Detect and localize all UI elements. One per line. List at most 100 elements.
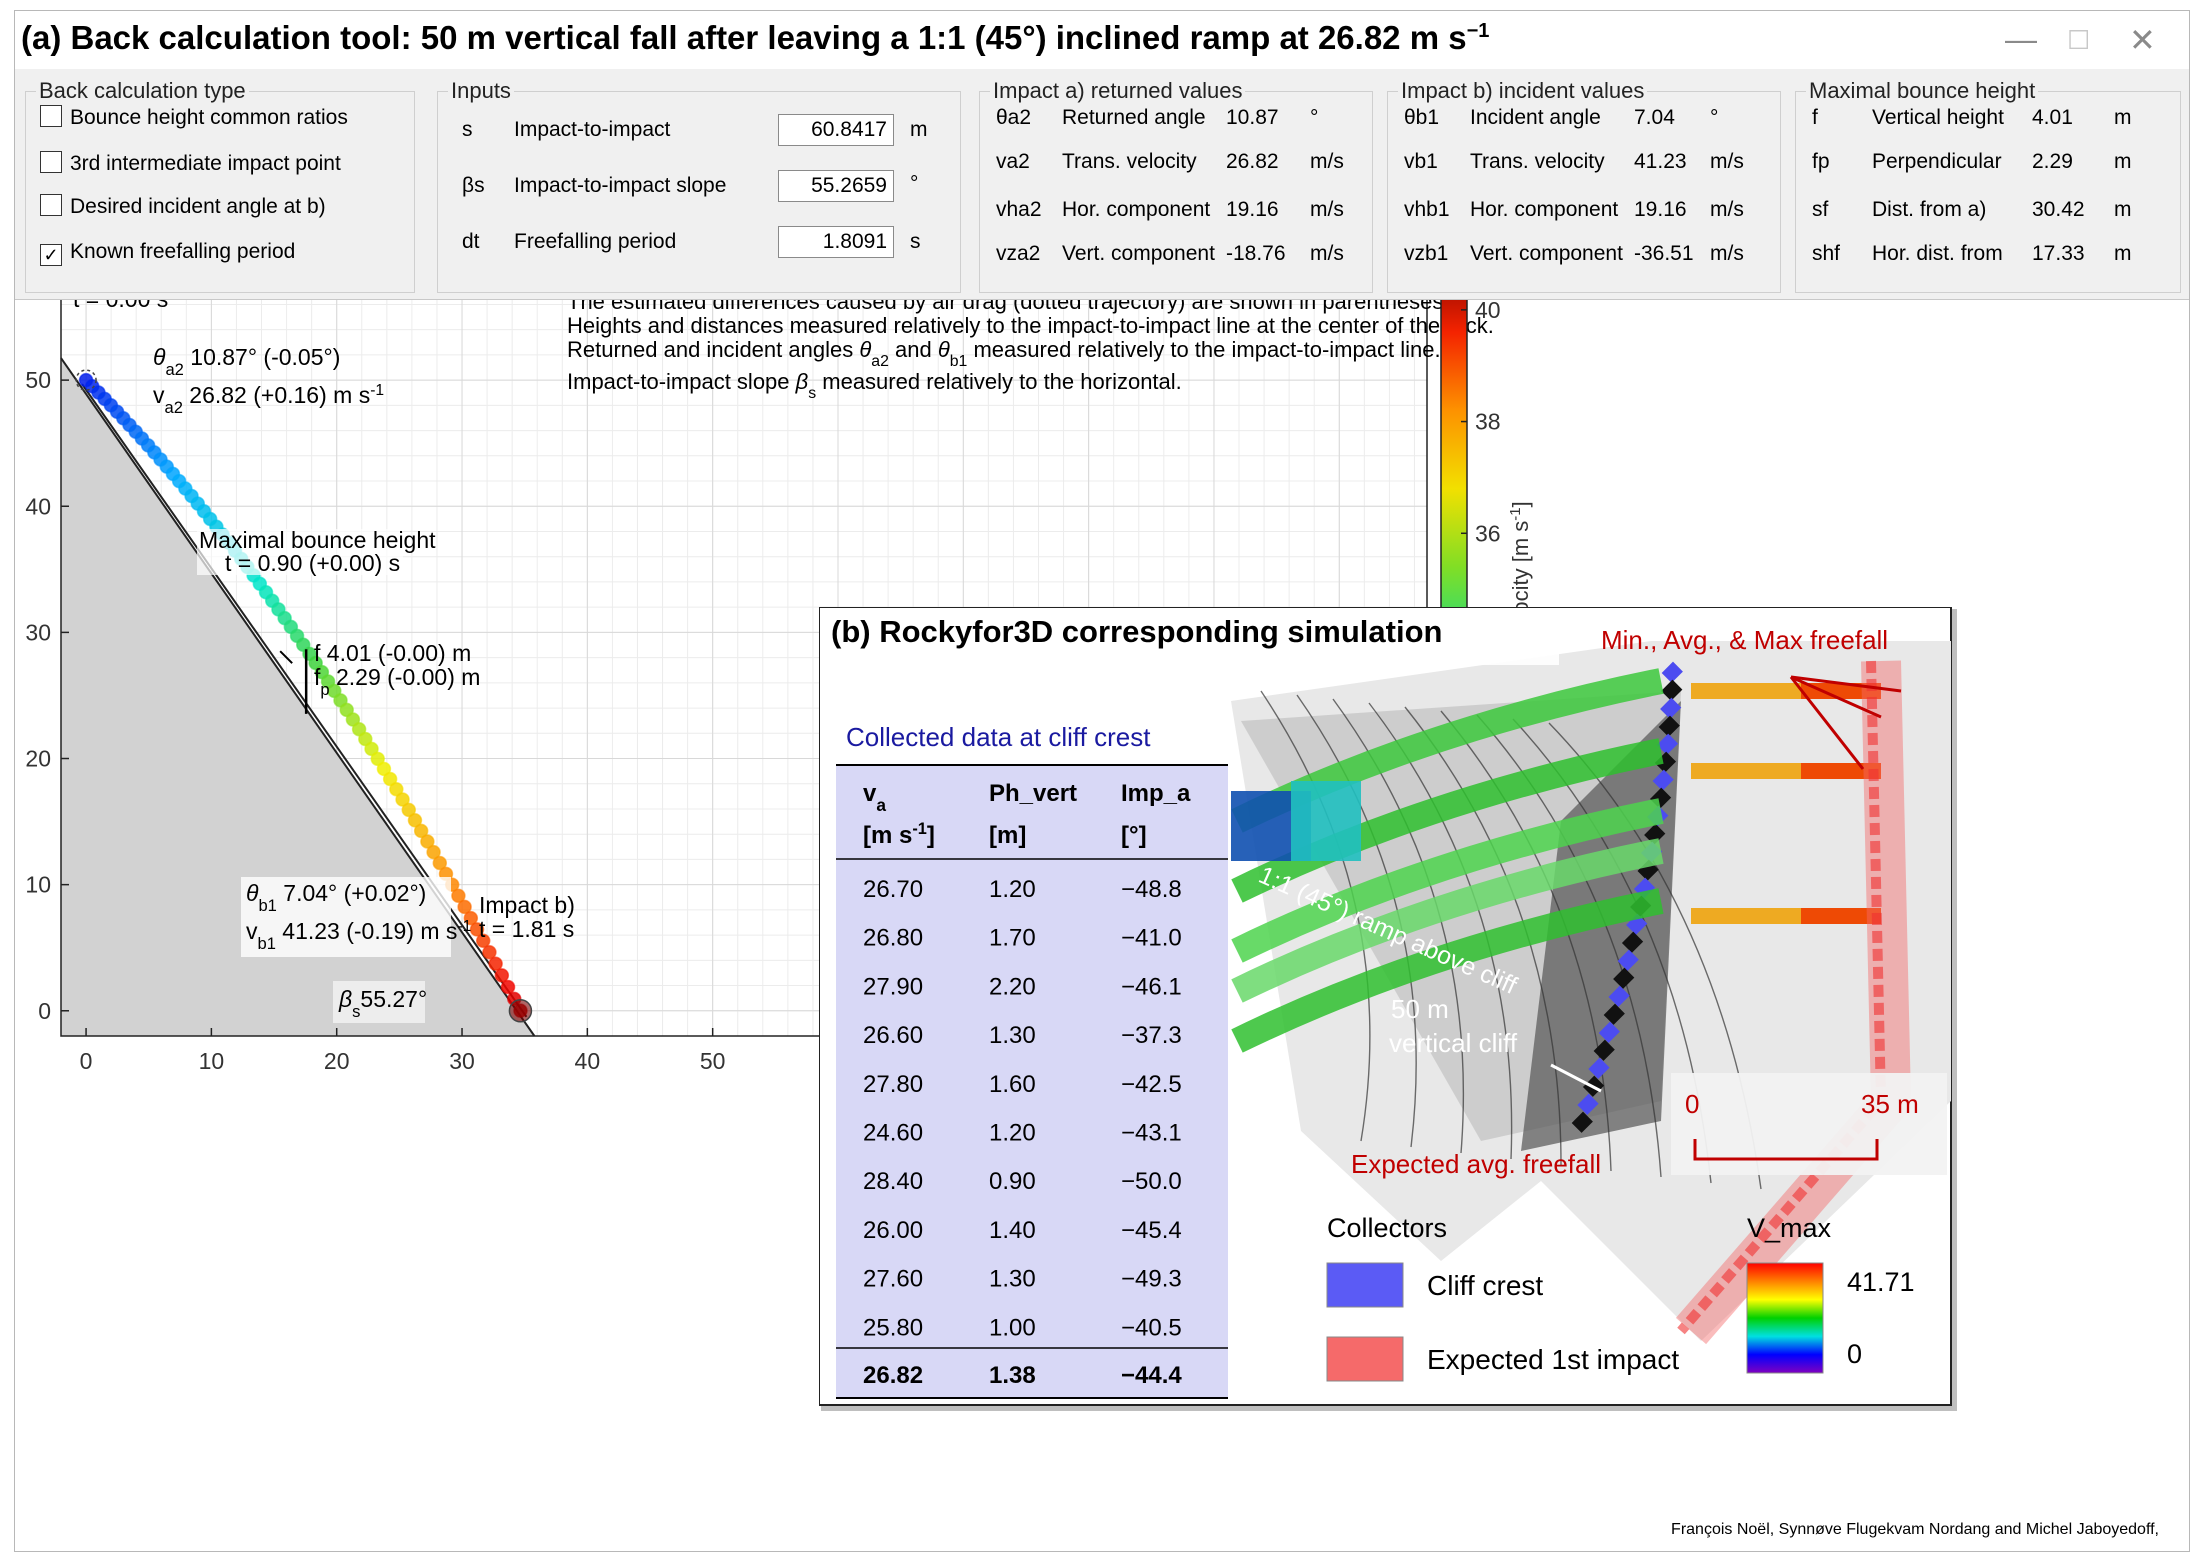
checkbox-label: 3rd intermediate impact point [70, 152, 341, 175]
checkbox-freefalling-period[interactable]: ✓ Known freefalling period [40, 240, 295, 266]
table-header-va-unit-part: ] [927, 822, 935, 849]
table-cell: 26.80 [863, 925, 923, 952]
theta-a2-label-part: 10.87° (-0.05°) [184, 344, 340, 370]
plot-note-slope-part: Impact-to-impact slope [567, 369, 796, 394]
checkbox-box[interactable] [40, 105, 62, 127]
trajectory-point [389, 781, 404, 797]
impact-b-group: Impact b) incident values θb1 Incident an… [1387, 78, 1781, 293]
table-cell: −46.1 [1121, 973, 1182, 1000]
cliff-crest-cell [1577, 1093, 1599, 1115]
impact-distance-input[interactable]: 60.8417 [778, 114, 894, 146]
impact-a-value: 10.87 [1226, 106, 1279, 129]
table-cell: 2.20 [989, 973, 1036, 1000]
impact-slope-input[interactable]: 55.2659 [778, 170, 894, 202]
theta-a2-label: θa2 10.87° (-0.05°) [153, 344, 340, 379]
table-cell: −45.4 [1121, 1217, 1182, 1244]
cliff-crest-cell [1656, 733, 1679, 755]
colorbar-tick-label: 36 [1475, 520, 1501, 546]
y-tick-label: 0 [38, 998, 51, 1024]
input-sym: dt [462, 230, 480, 253]
colorbar-tick-label: 40 [1475, 300, 1501, 323]
calc-type-title: Back calculation type [36, 78, 249, 104]
table-cell: 27.60 [863, 1266, 923, 1293]
impact-a-time: t = 0.00 s [73, 300, 168, 312]
beta-s-label-part: β [338, 986, 352, 1012]
impact-b-label-bg [241, 877, 451, 957]
trajectory-point [469, 922, 485, 937]
plot-note-angles: Returned and incident angles θa2 and θb1… [567, 337, 1441, 370]
app-window: (a) Back calculation tool: 50 m vertical… [14, 10, 2190, 1552]
table-header-imp: Imp_a [1121, 780, 1191, 807]
trajectory-stream [1231, 838, 1664, 1003]
table-cell: −49.3 [1121, 1266, 1182, 1293]
table-cell: 1.70 [989, 925, 1036, 952]
checkbox-box[interactable] [40, 151, 62, 173]
table-cell: −50.0 [1121, 1168, 1182, 1195]
cliff-crest-cell [1654, 751, 1677, 773]
impact-a-label: Trans. velocity [1062, 150, 1197, 173]
checkbox-box[interactable]: ✓ [40, 244, 62, 266]
cliff-crest-cell [1621, 931, 1644, 953]
cliff-crest-cell [1644, 823, 1666, 845]
close-icon[interactable]: ✕ [2129, 22, 2156, 58]
checkbox-label: Known freefalling period [70, 240, 296, 263]
impact-to-impact-line [81, 383, 528, 1018]
trajectory-point [482, 944, 497, 960]
table-cell: −48.8 [1121, 876, 1182, 903]
table-header-ph-unit: [m] [989, 822, 1026, 849]
cliff-crest-cell [1660, 697, 1682, 719]
trajectory-stream [1231, 798, 1664, 963]
max-bounce-unit: m [2114, 242, 2132, 265]
table-summary-cell: 1.38 [989, 1362, 1036, 1389]
window-title-sup: −1 [1466, 20, 1490, 42]
cliff-crest-cell [1608, 985, 1630, 1007]
checkbox-incident-angle[interactable]: Desired incident angle at b) [40, 194, 326, 219]
impact-a-sym: va2 [996, 150, 1030, 173]
y-tick-label: 20 [25, 746, 51, 772]
plot-note-angles-part: a2 [871, 353, 889, 370]
f-label: f 4.01 (-0.00) m [314, 640, 471, 666]
cliff-crest-cell [1603, 1003, 1625, 1025]
checkbox-label: Desired incident angle at b) [70, 195, 326, 218]
plot-note-angles-part: θ [938, 337, 950, 362]
max-bounce-sym: sf [1812, 198, 1829, 221]
x-tick-label: 0 [80, 1048, 93, 1074]
arrow-min [1789, 676, 1865, 770]
input-unit: s [910, 230, 921, 253]
minimize-icon[interactable]: — [2005, 21, 2037, 57]
beta-s-label-part: s [352, 1002, 360, 1021]
cliff-crest-cell [1626, 913, 1648, 935]
input-sym: s [462, 118, 473, 141]
max-bounce-unit: m [2114, 150, 2132, 173]
impact-b-title: Impact b) [479, 892, 575, 918]
mid-velocity-patch [1291, 781, 1361, 861]
checkbox-box[interactable] [40, 194, 62, 216]
impact-a-label: Returned angle [1062, 106, 1206, 129]
impact-b-label: Trans. velocity [1470, 150, 1605, 173]
trajectory-point [432, 855, 448, 871]
fp-label: fp 2.29 (-0.00) m [314, 664, 480, 699]
max-bounce-group: Maximal bounce height f Vertical height 4.… [1795, 78, 2181, 293]
vmax-title: V_max [1747, 1213, 1832, 1243]
table-header-va-unit-part: -1 [912, 820, 927, 838]
trajectory-point [494, 968, 510, 983]
impact-a-sym: vha2 [996, 198, 1042, 221]
table-cell: −42.5 [1121, 1071, 1182, 1098]
vmax-lo: 0 [1847, 1339, 1862, 1369]
beta-label-bg [333, 981, 425, 1023]
checkbox-third-impact[interactable]: 3rd intermediate impact point [40, 151, 341, 176]
freefall-period-input[interactable]: 1.8091 [778, 226, 894, 258]
impact-a-value: -18.76 [1226, 242, 1286, 265]
max-bounce-sym: shf [1812, 242, 1841, 265]
checkbox-label: Bounce height common ratios [70, 106, 348, 129]
legend-label: Cliff crest [1427, 1270, 1543, 1301]
trajectory-point [451, 888, 466, 904]
checkbox-bounce-ratios[interactable]: Bounce height common ratios [40, 105, 348, 130]
maximize-icon[interactable]: ☐ [2067, 25, 2091, 55]
impact-a-label: Vert. component [1062, 242, 1215, 265]
theta-a2-label-part: θ [153, 344, 166, 370]
table-cell: 26.60 [863, 1022, 923, 1049]
control-panel: Back calculation type Bounce height comm… [15, 69, 2189, 300]
max-bounce-time: t = 0.90 (+0.00) s [225, 550, 400, 576]
arrow-avg [1790, 675, 1882, 719]
